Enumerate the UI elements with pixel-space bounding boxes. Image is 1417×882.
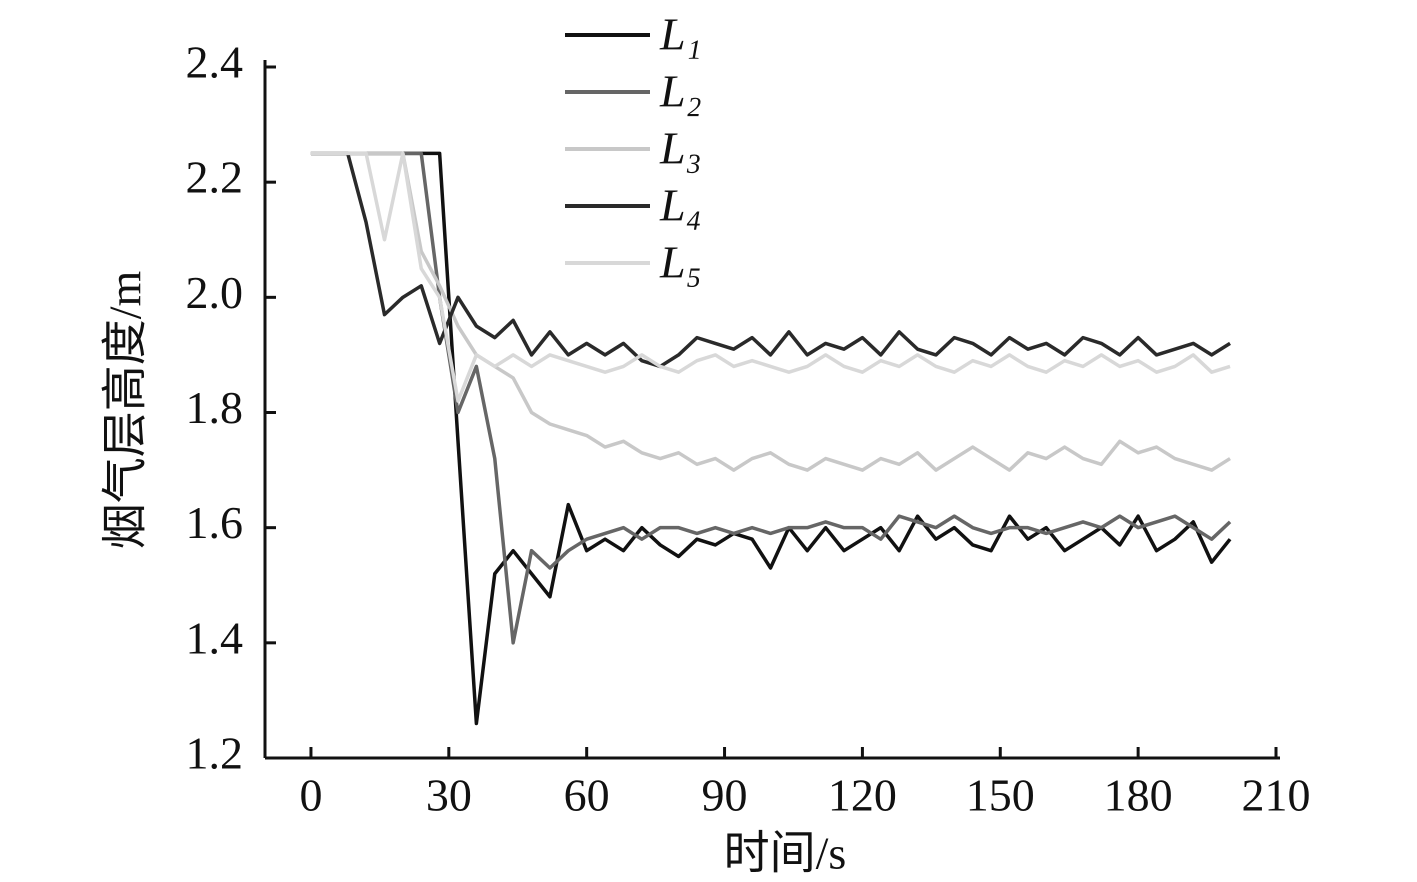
x-tick-label: 30 [426,770,472,821]
legend-label: L₅ [659,237,702,288]
y-axis-label: 烟气层高度/m [100,271,151,550]
legend-label: L₁ [659,9,702,60]
x-tick-label: 120 [828,770,897,821]
x-tick-label: 180 [1104,770,1173,821]
series-line [310,151,1232,726]
y-tick-label: 2.2 [186,152,244,203]
x-axis-label: 时间/s [724,828,847,879]
x-tick-label: 90 [702,770,748,821]
legend-label: L₄ [659,180,702,231]
y-tick-label: 2.4 [186,37,244,88]
y-tick-label: 1.6 [186,497,244,548]
y-tick-label: 1.2 [186,728,244,779]
series-line [310,151,1231,369]
legend-label: L₃ [659,123,702,174]
x-tick-label: 0 [299,770,322,821]
series-line [310,151,1231,472]
series-line [310,151,1232,645]
y-tick-label: 1.4 [186,612,244,663]
legend-label: L₂ [659,66,702,117]
x-tick-label: 60 [564,770,610,821]
y-tick-label: 2.0 [186,267,244,318]
x-tick-label: 210 [1242,770,1311,821]
y-tick-label: 1.8 [186,382,244,433]
series-line [310,151,1231,403]
x-tick-label: 150 [966,770,1035,821]
